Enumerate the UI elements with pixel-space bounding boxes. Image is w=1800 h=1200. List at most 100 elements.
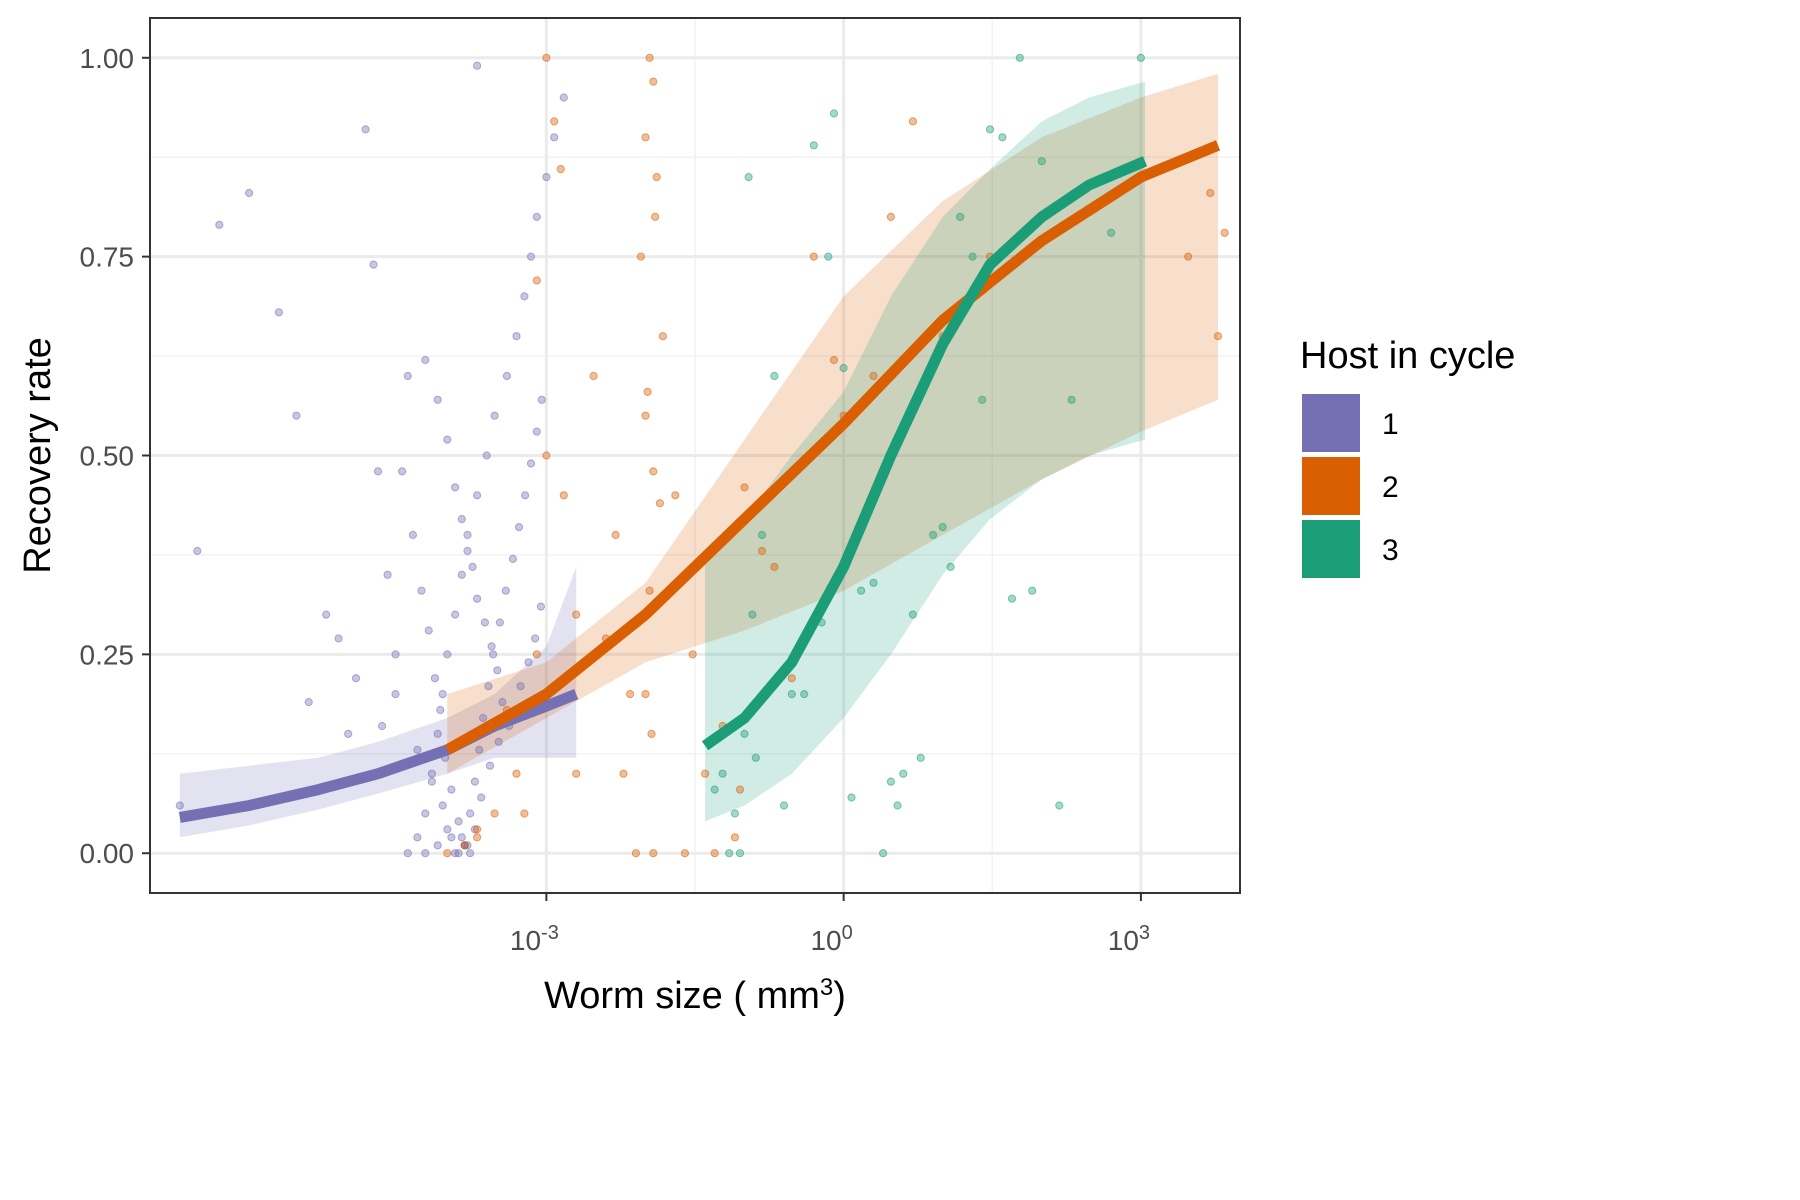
- data-point: [473, 825, 482, 834]
- data-point: [938, 523, 947, 532]
- data-point: [391, 690, 400, 699]
- data-point: [730, 809, 740, 818]
- data-point: [531, 634, 540, 643]
- data-point: [658, 332, 668, 341]
- legend-label-series-1: 1: [1382, 408, 1399, 441]
- data-point: [725, 849, 734, 858]
- data-point: [1015, 53, 1024, 62]
- data-point: [463, 546, 472, 556]
- data-point: [475, 745, 484, 754]
- data-point: [424, 626, 433, 635]
- data-point: [447, 785, 456, 794]
- data-point: [501, 586, 510, 595]
- data-point: [908, 610, 918, 619]
- data-point: [479, 713, 488, 723]
- data-point: [490, 809, 499, 818]
- data-point: [968, 252, 977, 261]
- data-point: [730, 833, 740, 842]
- fit-lines: [178, 140, 1221, 823]
- data-point: [647, 729, 656, 739]
- data-point: [322, 610, 331, 619]
- data-point: [193, 546, 202, 556]
- data-point: [869, 371, 878, 381]
- x-axis-title-text: Worm size ( mm: [544, 975, 820, 1017]
- data-point: [490, 411, 499, 420]
- ribbon-series-1: [179, 566, 577, 838]
- x-tick-exponent: -3: [541, 922, 559, 944]
- data-point: [470, 825, 479, 834]
- data-point: [304, 698, 313, 707]
- data-point: [770, 371, 779, 381]
- data-point: [809, 252, 818, 261]
- data-point: [735, 785, 745, 794]
- data-point: [508, 554, 518, 564]
- data-point: [1055, 801, 1064, 810]
- data-point: [641, 411, 650, 420]
- data-point: [457, 570, 466, 579]
- data-point: [498, 698, 507, 707]
- data-point: [451, 483, 460, 492]
- data-point: [373, 467, 383, 476]
- data-point: [526, 252, 536, 261]
- data-point: [857, 586, 866, 595]
- data-point: [466, 809, 475, 818]
- x-axis-title-superscript: 3: [820, 974, 833, 1001]
- data-point: [494, 737, 503, 747]
- legend: Host in cycle 1 2 3: [1300, 335, 1515, 578]
- data-point: [443, 435, 452, 444]
- data-point: [1037, 157, 1046, 166]
- data-point: [626, 690, 635, 699]
- data-point: [641, 133, 650, 142]
- data-point: [489, 650, 498, 659]
- data-point: [701, 769, 710, 778]
- legend-key-series-1: [1302, 394, 1360, 452]
- x-tick-label: 100: [810, 922, 852, 956]
- data-point: [946, 562, 955, 572]
- data-point: [740, 729, 749, 739]
- data-point: [215, 220, 224, 229]
- data-point: [572, 610, 581, 619]
- data-point: [520, 809, 529, 818]
- data-point: [451, 849, 460, 858]
- data-point: [869, 578, 878, 587]
- data-point: [430, 674, 439, 683]
- data-point: [839, 363, 848, 373]
- data-point: [537, 395, 546, 404]
- data-point: [274, 308, 283, 317]
- data-point: [916, 753, 925, 762]
- data-point: [556, 165, 565, 174]
- data-point: [451, 610, 460, 619]
- data-point: [559, 491, 568, 500]
- data-point: [787, 674, 796, 683]
- data-point: [480, 618, 489, 627]
- data-point: [457, 833, 466, 842]
- data-point: [619, 769, 628, 778]
- data-point: [460, 841, 469, 850]
- data-point: [559, 93, 568, 102]
- data-point: [740, 483, 749, 492]
- data-point: [542, 53, 551, 62]
- data-point: [645, 53, 654, 62]
- data-point: [929, 530, 938, 540]
- data-point: [473, 833, 482, 842]
- data-point: [829, 109, 839, 118]
- data-point: [589, 371, 598, 381]
- data-point: [809, 141, 818, 150]
- data-point: [413, 833, 422, 842]
- data-point: [443, 650, 452, 659]
- data-point: [175, 801, 184, 810]
- data-point: [493, 666, 502, 675]
- y-tick-label: 0.25: [80, 639, 135, 670]
- data-point: [443, 849, 452, 858]
- data-point: [757, 530, 767, 540]
- data-point: [879, 849, 888, 858]
- y-tick-label: 0.75: [80, 242, 135, 273]
- data-point: [403, 371, 412, 381]
- data-point: [908, 117, 918, 126]
- x-tick-exponent: 0: [842, 922, 853, 944]
- data-point: [1220, 228, 1229, 237]
- data-point: [463, 841, 472, 850]
- data-point: [413, 745, 422, 754]
- data-point: [1067, 395, 1076, 404]
